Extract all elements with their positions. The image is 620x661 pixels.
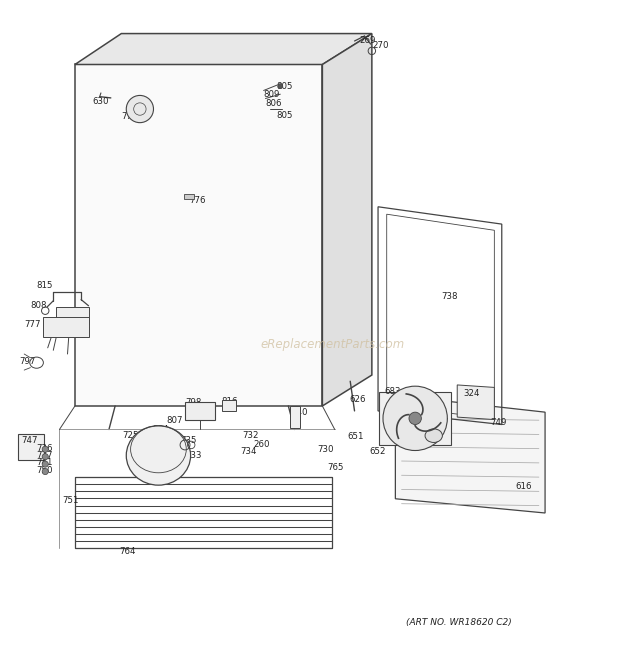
Circle shape	[42, 453, 48, 460]
Text: 808: 808	[30, 301, 47, 310]
Bar	[56, 307, 89, 325]
Text: 765: 765	[327, 463, 344, 473]
Text: 815: 815	[37, 282, 53, 290]
Text: 651: 651	[347, 432, 363, 442]
Circle shape	[42, 446, 48, 452]
Bar	[184, 194, 193, 200]
Text: 806: 806	[265, 99, 282, 108]
Text: 630: 630	[92, 97, 108, 106]
Text: 809: 809	[264, 90, 280, 98]
Text: 751: 751	[63, 496, 79, 505]
Text: 740: 740	[291, 408, 308, 416]
Text: 269: 269	[360, 36, 376, 46]
Text: 324: 324	[463, 389, 480, 398]
Text: 652: 652	[370, 447, 386, 455]
Text: 738: 738	[441, 292, 458, 301]
Text: 683: 683	[384, 387, 401, 396]
Text: 805: 805	[276, 82, 293, 91]
Text: 733: 733	[185, 451, 202, 460]
Text: 799: 799	[69, 309, 85, 318]
Text: 260: 260	[253, 440, 270, 449]
Text: (ART NO. WR18620 C2): (ART NO. WR18620 C2)	[405, 618, 512, 627]
Bar	[18, 434, 44, 461]
Text: 797: 797	[19, 357, 35, 366]
Circle shape	[126, 95, 154, 123]
Text: 747: 747	[22, 436, 38, 445]
Text: 807: 807	[167, 416, 183, 425]
Text: 750: 750	[37, 466, 53, 475]
Text: eReplacementParts.com: eReplacementParts.com	[260, 338, 405, 350]
Text: 627: 627	[433, 418, 449, 426]
Text: 805: 805	[276, 111, 293, 120]
Circle shape	[42, 461, 48, 467]
Text: 730: 730	[317, 445, 334, 453]
Text: 626: 626	[350, 395, 366, 405]
Text: 777: 777	[24, 320, 41, 329]
Ellipse shape	[126, 426, 190, 485]
Text: 798: 798	[185, 399, 202, 407]
Text: 816: 816	[221, 397, 237, 405]
Circle shape	[278, 84, 283, 89]
Bar	[290, 406, 300, 428]
Text: 735: 735	[180, 436, 197, 445]
Text: 732: 732	[242, 431, 259, 440]
Bar	[222, 400, 236, 411]
Bar	[43, 317, 89, 336]
Text: 650: 650	[417, 425, 433, 434]
Text: 795: 795	[70, 331, 86, 340]
Text: 775: 775	[122, 112, 138, 121]
Text: 616: 616	[515, 482, 532, 491]
Polygon shape	[75, 34, 372, 65]
Bar	[75, 477, 332, 548]
Polygon shape	[457, 385, 494, 420]
Text: 270: 270	[373, 42, 389, 50]
Text: 741: 741	[37, 458, 53, 467]
Circle shape	[42, 469, 48, 475]
Text: 764: 764	[120, 547, 136, 557]
Text: 749: 749	[490, 418, 507, 426]
Text: 776: 776	[189, 196, 206, 205]
Circle shape	[383, 386, 448, 451]
Polygon shape	[322, 34, 372, 406]
Text: 804: 804	[153, 425, 169, 434]
Text: 734: 734	[241, 447, 257, 455]
Bar	[185, 402, 215, 420]
Text: 725: 725	[122, 431, 138, 440]
Circle shape	[409, 412, 422, 424]
Text: 737: 737	[37, 451, 53, 460]
Polygon shape	[75, 65, 322, 406]
Ellipse shape	[425, 429, 443, 442]
Polygon shape	[379, 393, 451, 445]
Text: 736: 736	[37, 444, 53, 453]
Polygon shape	[396, 395, 545, 513]
